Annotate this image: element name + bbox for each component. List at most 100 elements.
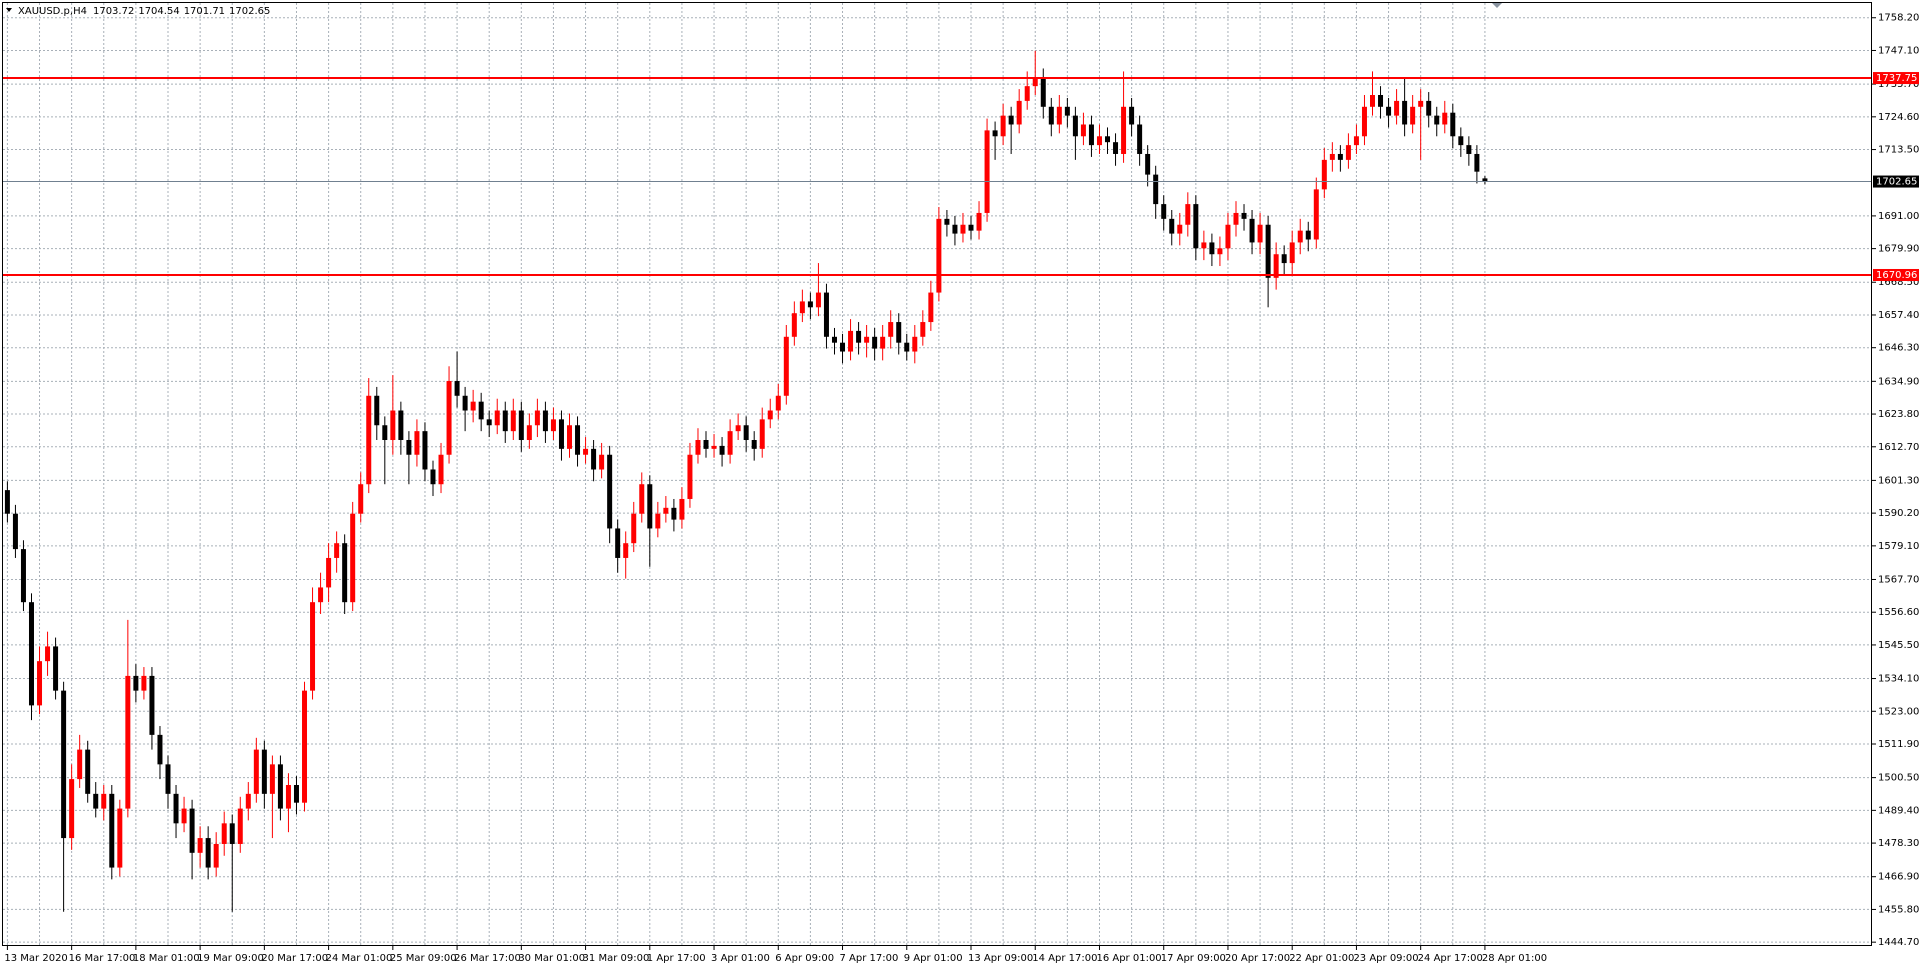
y-tick-label: 1735.70 (1878, 79, 1919, 90)
candle-body (446, 381, 452, 455)
candle-body (93, 793, 99, 809)
candle-body (277, 764, 283, 809)
candle-body (486, 419, 492, 426)
candle-body (727, 431, 733, 455)
candle-body (1024, 86, 1030, 101)
candle-body (478, 401, 484, 420)
symbol: XAUUSD.p,H4 (18, 6, 87, 17)
candle-body (366, 395, 372, 485)
candle-body (245, 793, 251, 809)
candle-body (671, 507, 677, 520)
candle-body (888, 322, 894, 337)
candle-body (1426, 100, 1432, 116)
candle-body (759, 419, 765, 449)
candle-body (37, 661, 43, 706)
y-tick-label: 1646.30 (1878, 343, 1919, 354)
candle-body (45, 646, 51, 662)
candle-body (558, 419, 564, 449)
candle-body (992, 130, 998, 137)
y-tick-label: 1713.50 (1878, 145, 1919, 156)
candle-body (318, 587, 324, 603)
candle-body (358, 484, 364, 514)
candle-body (936, 218, 942, 293)
candle-body (1193, 204, 1199, 249)
candle-body (342, 543, 348, 603)
candle-body (1466, 145, 1472, 154)
candle-body (799, 301, 805, 314)
candle-body (310, 602, 316, 691)
y-tick-label: 1634.90 (1878, 376, 1919, 387)
candle-body (117, 808, 123, 868)
candle-body (864, 336, 870, 343)
candle-body (848, 330, 854, 352)
x-tick-label: 31 Mar 09:00 (583, 953, 650, 964)
candle-body (1361, 106, 1367, 137)
candle-body (968, 224, 974, 231)
grid-layer (3, 3, 1872, 946)
candle-body (1145, 153, 1151, 175)
candle-body (1080, 124, 1086, 137)
candle-body (679, 498, 685, 520)
candle-body (687, 454, 693, 499)
candle-body (1305, 230, 1311, 240)
candle-body (872, 336, 878, 349)
candle-body (213, 843, 219, 868)
bid-label-box (1873, 175, 1919, 188)
candle-body (334, 543, 340, 558)
bid-label: 1702.65 (1876, 177, 1917, 188)
candle-body (831, 336, 837, 343)
candle-body (237, 808, 243, 844)
candle-body (775, 395, 781, 411)
candle-body (1129, 106, 1135, 125)
candle-body (1249, 218, 1255, 243)
candle-body (229, 823, 235, 844)
candle-body (374, 395, 380, 426)
x-tick-label: 20 Apr 17:00 (1225, 953, 1290, 964)
candle-body (398, 410, 404, 440)
x-tick-label: 7 Apr 17:00 (840, 953, 899, 964)
candle-body (1402, 100, 1408, 125)
candle-body (1474, 153, 1480, 172)
y-tick-label: 1612.70 (1878, 442, 1919, 453)
candle-body (1040, 77, 1046, 107)
candle-body (253, 749, 259, 794)
candle-body (1378, 95, 1384, 107)
plot-frame (2, 2, 1872, 946)
candle-body (944, 218, 950, 225)
candle-body (1113, 142, 1119, 154)
candle-body (1161, 204, 1167, 219)
candle-body (197, 838, 203, 853)
candle-body (510, 410, 516, 432)
shift-marker (1492, 3, 1502, 8)
candle-body (1386, 106, 1392, 116)
candle-body (1225, 224, 1231, 249)
y-tick-label: 1579.10 (1878, 541, 1919, 552)
candle-body (1096, 136, 1102, 146)
candle-body (711, 445, 717, 449)
candle-body (430, 469, 436, 485)
candle-body (4, 490, 10, 514)
candle-body (896, 322, 902, 343)
candle-body (350, 513, 356, 603)
header-low: 1701.71 (184, 6, 225, 17)
candle-body (1450, 112, 1456, 137)
candle-body (101, 793, 107, 809)
candle-body (1105, 136, 1111, 143)
candle-body (575, 425, 581, 455)
x-tick-label: 17 Apr 09:00 (1161, 953, 1226, 964)
menu-icon (6, 8, 12, 12)
candle-body (133, 675, 139, 691)
x-tick-label: 1 Apr 17:00 (647, 953, 706, 964)
candle-body (1281, 254, 1287, 264)
candle-body (1000, 115, 1006, 137)
candle-body (984, 130, 990, 213)
x-tick-label: 22 Apr 01:00 (1289, 953, 1354, 964)
x-tick-label: 25 Mar 09:00 (390, 953, 457, 964)
y-tick-label: 1691.00 (1878, 211, 1919, 222)
candle-body (631, 513, 637, 544)
candle-body (534, 410, 540, 426)
candle-body (1177, 224, 1183, 234)
candle-body (735, 425, 741, 432)
candle-body (1201, 242, 1207, 249)
